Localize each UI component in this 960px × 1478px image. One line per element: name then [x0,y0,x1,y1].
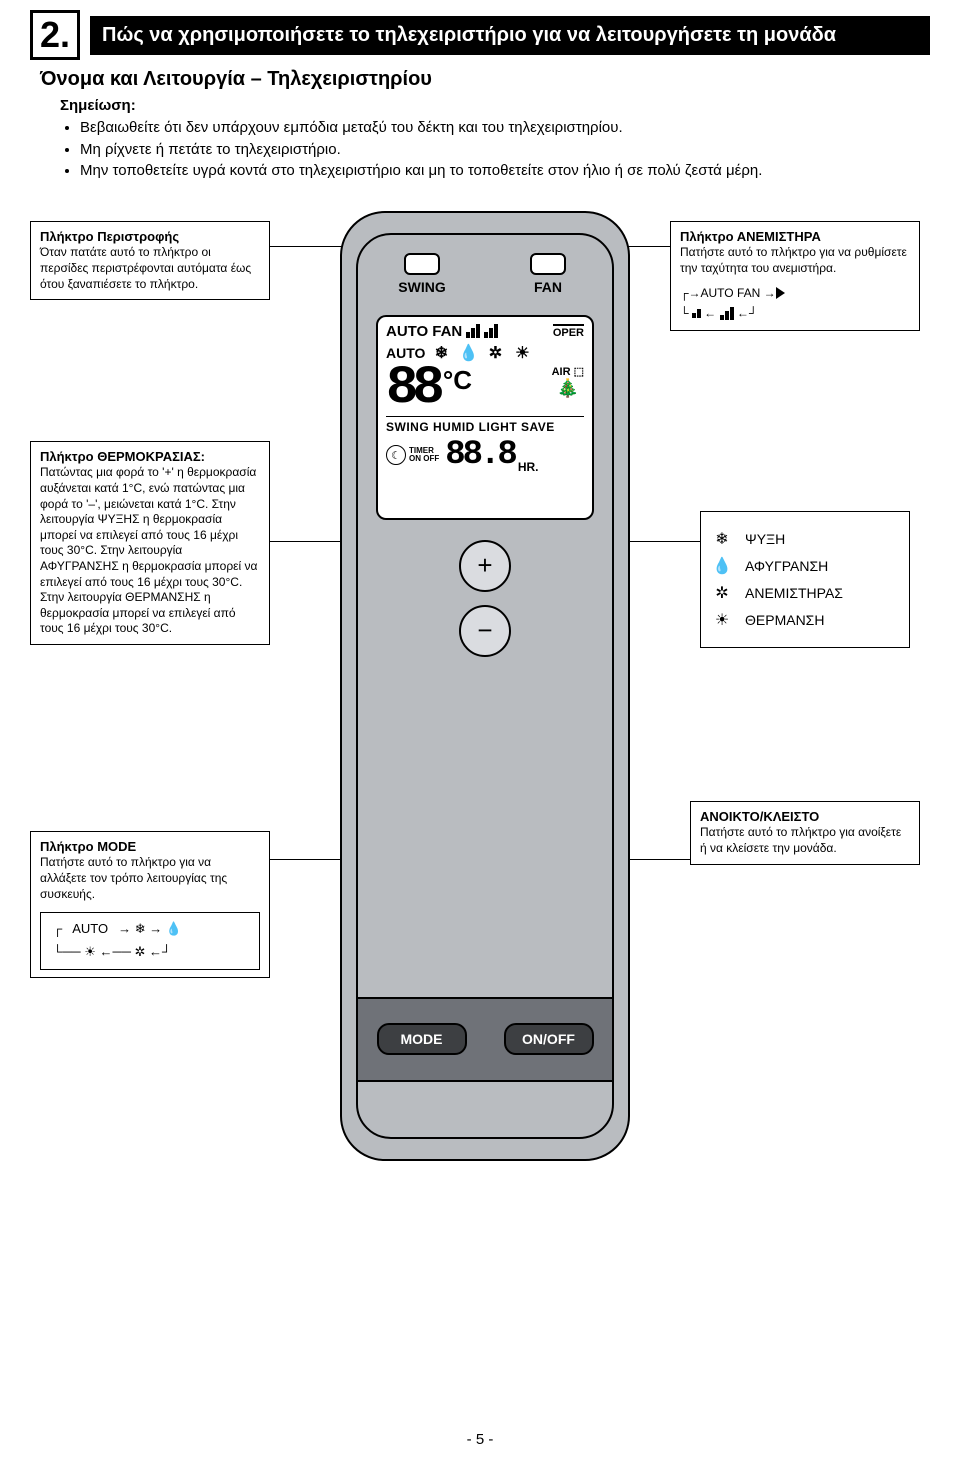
callout-swing: Πλήκτρο Περιστροφής Όταν πατάτε αυτό το … [30,221,270,301]
page-title: Πώς να χρησιμοποιήσετε το τηλεχειριστήρι… [90,16,930,55]
callout-body: Πατήστε αυτό το πλήκτρο για να ρυθμίσετε… [680,245,910,276]
callout-title: Πλήκτρο Περιστροφής [40,229,260,246]
remote-outline: SWING FAN AUTO FAN OPER AUTO ❄ [340,211,630,1161]
page-number: - 5 - [30,1431,930,1448]
fan-icon: ✲ [484,343,506,363]
fan-button-group: FAN [498,253,598,295]
bullet: Βεβαιωθείτε ότι δεν υπάρχουν εμπόδια μετ… [80,118,930,138]
mode-legend: ❄ ΨΥΞΗ 💧 ΑΦΥΓΡΑΝΣΗ ✲ ΑΝΕΜΙΣΤΗΡΑΣ ☀ ΘΕΡΜΑΝΣΗ [700,511,910,648]
screen-hr: HR. [518,460,539,474]
legend-label: ΑΝΕΜΙΣΤΗΡΑΣ [745,585,843,601]
screen-onoff: ON OFF [409,455,439,463]
sun-icon: ☀ [711,610,733,630]
fan-bars-icon [484,324,498,338]
screen-degc: °C [443,365,472,396]
minus-button[interactable]: − [459,605,511,657]
fan-bars-icon [466,324,480,338]
subtitle: Όνομα και Λειτουργία – Τηλεχειριστηρίου [40,68,930,91]
callout-body: Πατώντας μια φορά το '+' η θερμοκρασία α… [40,465,260,637]
callout-onoff: ΑΝΟΙΚΤΟ/ΚΛΕΙΣΤΟ Πατήστε αυτό το πλήκτρο … [690,801,920,865]
section-number: 2. [30,10,80,60]
fan-label: FAN [498,279,598,295]
callout-body: Πατήστε αυτό το πλήκτρο για να αλλάξετε … [40,855,260,902]
snowflake-icon: ❄ [711,529,733,549]
lcd-screen: AUTO FAN OPER AUTO ❄ 💧 ✲ ☀ 88 °C [376,315,594,520]
callout-title: Πλήκτρο ΑΝΕΜΙΣΤΗΡΑ [680,229,910,246]
fan-cycle-diagram: ┌→AUTO FAN → └ ← ←┘ [680,283,910,324]
callout-body: Όταν πατάτε αυτό το πλήκτρο οι περσίδες … [40,245,260,292]
mode-cycle-diagram: ┌AUTO → ❄ → 💧 └── ☀ ←── ✲ ←┘ [40,912,260,970]
fan-icon: ✲ [711,583,733,603]
remote-inner: SWING FAN AUTO FAN OPER AUTO ❄ [356,233,614,1139]
onoff-button[interactable]: ON/OFF [504,1023,594,1055]
note-bullets: Βεβαιωθείτε ότι δεν υπάρχουν εμπόδια μετ… [80,118,930,181]
callout-temp: Πλήκτρο ΘΕΡΜΟΚΡΑΣΙΑΣ: Πατώντας μια φορά … [30,441,270,645]
screen-oper: OPER [553,324,584,339]
bullet: Μη ρίχνετε ή πετάτε το τηλεχειριστήριο. [80,140,930,160]
remote-bottom-bar: MODE ON/OFF [358,997,612,1082]
legend-label: ΘΕΡΜΑΝΣΗ [745,612,824,628]
swing-label: SWING [372,279,472,295]
fan-button[interactable] [530,253,566,275]
bullet: Μην τοποθετείτε υγρά κοντά στο τηλεχειρι… [80,161,930,181]
droplet-icon: 💧 [711,556,733,576]
screen-air: AIR ⬚ [552,365,584,378]
callout-title: Πλήκτρο ΘΕΡΜΟΚΡΑΣΙΑΣ: [40,449,260,466]
note-label: Σημείωση: [60,97,930,114]
callout-mode: Πλήκτρο MODE Πατήστε αυτό το πλήκτρο για… [30,831,270,978]
screen-indicators: SWING HUMID LIGHT SAVE [386,416,584,434]
screen-timer-value: 88.8 [445,436,515,474]
tree-icon: 🎄 [552,378,584,399]
screen-auto: AUTO [386,323,428,340]
mode-button[interactable]: MODE [377,1023,467,1055]
plus-button[interactable]: + [459,540,511,592]
callout-title: ΑΝΟΙΚΤΟ/ΚΛΕΙΣΤΟ [700,809,910,826]
sun-icon: ☀ [511,343,533,363]
screen-temp: 88 [386,365,439,414]
droplet-icon: 💧 [457,343,479,363]
swing-button-group: SWING [372,253,472,295]
callout-body: Πατήστε αυτό το πλήκτρο για ανοίξετε ή ν… [700,825,910,856]
swing-button[interactable] [404,253,440,275]
legend-label: ΨΥΞΗ [745,531,785,547]
callout-fan: Πλήκτρο ΑΝΕΜΙΣΤΗΡΑ Πατήστε αυτό το πλήκτ… [670,221,920,332]
callout-title: Πλήκτρο MODE [40,839,260,856]
screen-fan: FAN [432,323,462,340]
legend-label: ΑΦΥΓΡΑΝΣΗ [745,558,828,574]
moon-icon: ☾ [386,445,406,465]
